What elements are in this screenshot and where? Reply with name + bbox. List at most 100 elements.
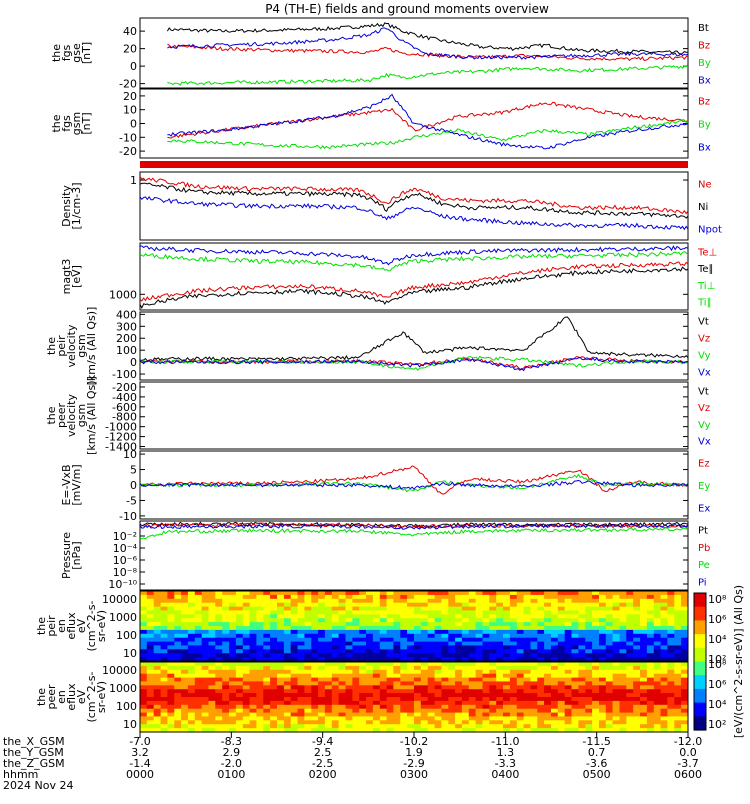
heatmap-cell	[372, 614, 381, 619]
heatmap-cell	[626, 622, 634, 627]
heatmap-cell	[578, 629, 586, 635]
heatmap-cell	[235, 633, 244, 639]
heatmap-cell	[475, 728, 483, 733]
heatmap-cell	[338, 633, 346, 639]
heatmap-cell	[311, 629, 319, 635]
legend-entry: Vz	[698, 403, 710, 414]
heatmap-cell	[461, 716, 470, 721]
heatmap-cell	[592, 606, 600, 612]
heatmap-cell	[338, 677, 346, 683]
heatmap-cell	[235, 712, 244, 718]
heatmap-cell	[564, 700, 573, 706]
heatmap-cell	[509, 697, 518, 702]
y-axis-label: [1/cm-3]	[70, 182, 83, 229]
heatmap-cell	[359, 591, 367, 596]
heatmap-cell	[235, 602, 244, 608]
heatmap-cell	[482, 712, 490, 718]
heatmap-cell	[468, 649, 477, 654]
heatmap-cell	[681, 662, 689, 667]
heatmap-cell	[249, 591, 257, 596]
heatmap-cell	[174, 681, 182, 686]
heatmap-cell	[345, 673, 353, 679]
heatmap-cell	[215, 602, 223, 608]
heatmap-cell	[393, 662, 401, 667]
heatmap-cell	[530, 641, 538, 647]
heatmap-cell	[249, 700, 257, 706]
heatmap-cell	[681, 673, 689, 679]
heatmap-cell	[379, 677, 388, 683]
heatmap-cell	[503, 622, 511, 627]
heatmap-cell	[174, 606, 182, 612]
y-tick-label: -1000	[105, 421, 137, 434]
heatmap-cell	[441, 594, 449, 600]
heatmap-cell	[544, 606, 552, 612]
heatmap-cell	[208, 697, 216, 702]
heatmap-cell	[578, 708, 586, 714]
heatmap-cell	[626, 662, 634, 667]
heatmap-cell	[674, 645, 682, 650]
ephemeris-value: 0.0	[679, 746, 697, 759]
heatmap-cell	[640, 728, 648, 733]
heatmap-cell	[496, 637, 504, 643]
heatmap-cell	[564, 662, 573, 667]
heatmap-cell	[372, 677, 381, 683]
heatmap-cell	[372, 657, 381, 662]
heatmap-cell	[181, 700, 189, 706]
heatmap-cell	[585, 591, 593, 596]
series-line	[140, 479, 688, 490]
heatmap-cell	[461, 662, 470, 667]
heatmap-cell	[516, 641, 525, 647]
heatmap-cell	[496, 728, 504, 733]
heatmap-cell	[352, 626, 360, 631]
heatmap-cell	[509, 685, 518, 690]
heatmap-cell	[181, 614, 189, 619]
heatmap-cell	[557, 610, 566, 615]
panel-frame	[139, 450, 689, 520]
heatmap-cell	[585, 728, 593, 733]
heatmap-cell	[181, 653, 189, 658]
y-tick-label: 400	[116, 308, 137, 321]
heatmap-cell	[359, 712, 367, 718]
heatmap-cell	[612, 649, 620, 654]
ephemeris-value: -3.7	[677, 757, 698, 770]
colorbar-segment	[694, 720, 706, 724]
heatmap-cell	[557, 633, 566, 639]
heatmap-cell	[468, 641, 477, 647]
heatmap-cell	[229, 610, 237, 615]
heatmap-cell	[359, 598, 367, 604]
heatmap-cell	[667, 637, 675, 643]
heatmap-cell	[660, 618, 668, 623]
heatmap-cell	[283, 629, 292, 635]
heatmap-cell	[181, 598, 189, 604]
heatmap-cell	[516, 724, 525, 729]
heatmap-cell	[441, 645, 449, 650]
heatmap-cell	[557, 653, 566, 658]
heatmap-cell	[530, 728, 538, 733]
heatmap-cell	[509, 637, 518, 643]
heatmap-cell	[160, 677, 168, 683]
heatmap-cell	[414, 645, 422, 650]
heatmap-cell	[420, 629, 429, 635]
heatmap-cell	[660, 633, 668, 639]
heatmap-cell	[290, 645, 299, 650]
heatmap-cell	[468, 662, 477, 667]
heatmap-cell	[605, 633, 614, 639]
heatmap-cell	[503, 716, 511, 721]
heatmap-cell	[640, 598, 648, 604]
heatmap-cell	[201, 610, 210, 615]
heatmap-cell	[537, 720, 545, 725]
heatmap-cell	[174, 626, 182, 631]
heatmap-cell	[297, 728, 305, 733]
heatmap-cell	[468, 657, 477, 662]
heatmap-cell	[400, 700, 408, 706]
heatmap-cell	[633, 716, 641, 721]
heatmap-cell	[681, 669, 689, 675]
heatmap-cell	[509, 649, 518, 654]
heatmap-cell	[564, 708, 573, 714]
heatmap-cell	[208, 633, 216, 639]
heatmap-cell	[359, 594, 367, 600]
heatmap-cell	[530, 716, 538, 721]
heatmap-cell	[516, 708, 525, 714]
heatmap-cell	[496, 606, 504, 612]
heatmap-cell	[530, 662, 538, 667]
